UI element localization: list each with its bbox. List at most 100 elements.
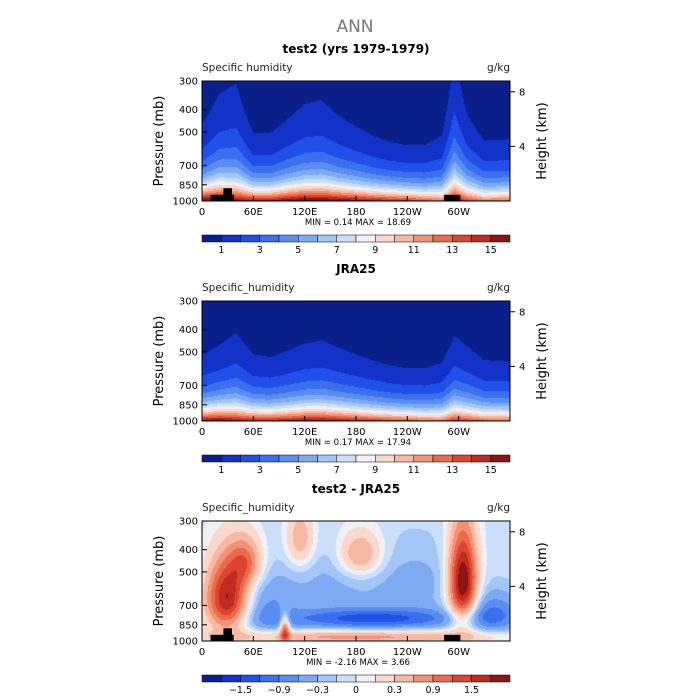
y-tick-label: 1000 (173, 637, 198, 648)
colorbar-label: 1 (218, 245, 224, 256)
colorbar-swatch (278, 674, 299, 683)
y-tick-label: 400 (179, 105, 198, 116)
y-axis-title: Pressure (mb) (152, 96, 167, 187)
colorbar-swatch (490, 454, 511, 463)
right-tick-label: 4 (519, 582, 525, 593)
colorbar-label: 9 (372, 465, 378, 476)
colorbar-swatch (432, 674, 453, 683)
figure-suptitle: ANN (336, 17, 373, 37)
colorbar-swatch (413, 454, 434, 463)
stats-text: MIN = 0.17 MAX = 17.94 (305, 438, 411, 448)
y-tick-label: 500 (179, 347, 198, 358)
y-tick-label: 850 (179, 180, 198, 191)
colorbar-label: −0.9 (267, 685, 290, 696)
y-tick-label: 300 (179, 517, 198, 528)
land-mask-block (210, 634, 234, 641)
right-tick-label: 4 (519, 142, 525, 153)
colorbar-swatch (298, 234, 318, 243)
x-tick-label: 0 (199, 207, 205, 218)
colorbar-label: 11 (408, 465, 420, 476)
colorbar-swatch (394, 674, 414, 683)
colorbar-label: −1.5 (229, 685, 252, 696)
colorbar-swatch (240, 234, 260, 243)
land-mask-block (223, 188, 232, 201)
colorbar-swatch (201, 674, 222, 683)
colorbar-swatch (259, 674, 280, 683)
y-tick-label: 400 (179, 325, 198, 336)
colorbar-swatch (317, 234, 337, 243)
colorbar-swatch (240, 674, 260, 683)
colorbar-label: 9 (372, 245, 378, 256)
colorbar: 1 3 5 7 9 11 13 15 (201, 454, 511, 476)
colorbar-swatch (490, 674, 511, 683)
colorbar-swatch (201, 454, 222, 463)
panel-1: test2 (yrs 1979-1979) Specific humidity g/… (152, 42, 550, 256)
colorbar-label: 3 (257, 465, 263, 476)
x-tick-label: 60E (244, 207, 263, 218)
y-tick-label: 700 (179, 381, 198, 392)
colorbar-label: 11 (408, 245, 420, 256)
units-label: g/kg (487, 62, 510, 74)
colorbar-label: 5 (295, 245, 301, 256)
y-tick-label: 400 (179, 545, 198, 556)
y-tick-label: 700 (179, 601, 198, 612)
colorbar-swatch (298, 674, 318, 683)
land-mask-block (444, 194, 461, 201)
colorbar-swatch (413, 234, 434, 243)
contour-field (202, 301, 510, 421)
land-mask-block (210, 194, 234, 201)
contour-field (202, 81, 510, 201)
x-tick-label: 60E (244, 647, 263, 658)
colorbar-swatch (394, 234, 414, 243)
colorbar-label: 0 (353, 685, 359, 696)
colorbar-swatch (259, 234, 280, 243)
right-axis-title: Height (km) (535, 542, 550, 619)
units-label: g/kg (487, 282, 510, 294)
y-tick-label: 500 (179, 127, 198, 138)
colorbar-label: 13 (446, 245, 458, 256)
y-axis-title: Pressure (mb) (152, 316, 167, 407)
colorbar-swatch (317, 674, 337, 683)
variable-label: Specific humidity (202, 62, 293, 74)
x-tick-label: 180 (346, 647, 365, 658)
right-axis-title: Height (km) (535, 102, 550, 179)
y-tick-label: 1000 (173, 417, 198, 428)
colorbar-swatch (452, 674, 472, 683)
y-tick-label: 500 (179, 567, 198, 578)
land-mask-block (223, 628, 232, 641)
y-tick-label: 300 (179, 297, 198, 308)
colorbar-swatch (355, 234, 376, 243)
units-label: g/kg (487, 502, 510, 514)
colorbar-swatch (375, 674, 395, 683)
x-tick-label: 0 (199, 647, 205, 658)
colorbar-swatch (471, 454, 491, 463)
colorbar-label: 1.5 (464, 685, 479, 696)
right-tick-label: 8 (519, 307, 525, 318)
variable-label: Specific_humidity (202, 502, 295, 514)
colorbar-swatch (278, 234, 299, 243)
colorbar-label: 15 (485, 465, 497, 476)
colorbar-swatch (471, 234, 491, 243)
colorbar-swatch (452, 234, 472, 243)
y-tick-label: 300 (179, 77, 198, 88)
colorbar-swatch (413, 674, 434, 683)
colorbar-label: 3 (257, 245, 263, 256)
stats-text: MIN = 0.14 MAX = 18.69 (305, 218, 411, 228)
x-tick-label: 60E (244, 427, 263, 438)
colorbar-swatch (221, 454, 241, 463)
x-tick-label: 180 (346, 427, 365, 438)
colorbar-swatch (317, 454, 337, 463)
colorbar-swatch (394, 454, 414, 463)
right-tick-label: 4 (519, 362, 525, 373)
contour-field (202, 521, 510, 641)
panel-title: test2 - JRA25 (312, 482, 400, 496)
colorbar-swatch (375, 234, 395, 243)
y-tick-label: 1000 (173, 197, 198, 208)
colorbar-swatch (298, 454, 318, 463)
colorbar-swatch (240, 454, 260, 463)
panel-title: test2 (yrs 1979-1979) (282, 42, 429, 56)
x-tick-label: 120E (292, 647, 317, 658)
